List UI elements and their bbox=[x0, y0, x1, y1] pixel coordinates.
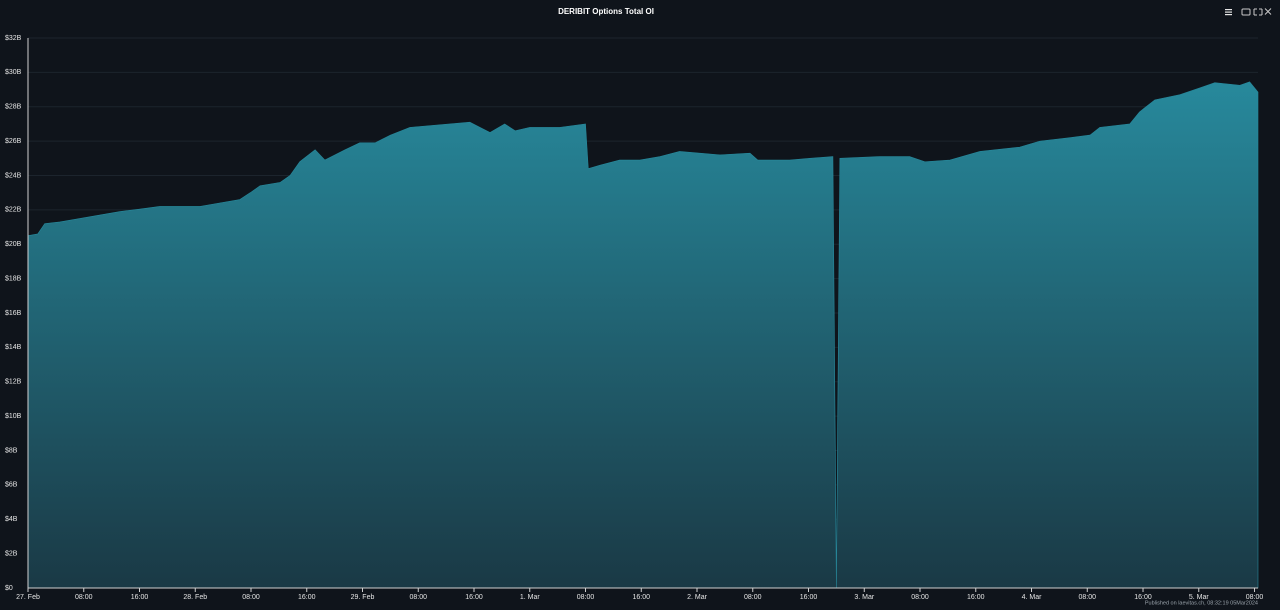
x-tick-label: 08:00 bbox=[409, 594, 427, 601]
y-tick-label: $28B bbox=[5, 104, 22, 111]
y-tick-label: $20B bbox=[5, 241, 22, 248]
y-tick-label: $2B bbox=[5, 550, 18, 557]
menu-icon[interactable] bbox=[1225, 9, 1232, 16]
x-tick-label: 08:00 bbox=[242, 594, 260, 601]
x-tick-label: 16:00 bbox=[632, 594, 650, 601]
area bbox=[27, 81, 1259, 589]
x-tick-label: 4. Mar bbox=[1022, 594, 1043, 601]
y-tick-label: $12B bbox=[5, 379, 22, 386]
x-tick-label: 16:00 bbox=[131, 594, 149, 601]
x-tick-label: 1. Mar bbox=[520, 594, 541, 601]
y-tick-label: $16B bbox=[5, 310, 22, 317]
x-tick-label: 5. Mar bbox=[1189, 594, 1210, 601]
toolbar-icons[interactable] bbox=[1241, 8, 1272, 16]
y-tick-label: $26B bbox=[5, 138, 22, 145]
y-tick-label: $0 bbox=[5, 585, 13, 592]
x-tick-label: 3. Mar bbox=[854, 594, 875, 601]
x-tick-label: 16:00 bbox=[1134, 594, 1152, 601]
y-tick-label: $4B bbox=[5, 516, 18, 523]
x-tick-label: 16:00 bbox=[298, 594, 316, 601]
x-tick-label: 08:00 bbox=[1078, 594, 1096, 601]
x-tick-label: 08:00 bbox=[577, 594, 595, 601]
x-tick-label: 29. Feb bbox=[351, 594, 375, 601]
x-tick-label: 08:00 bbox=[1246, 594, 1264, 601]
x-tick-label: 16:00 bbox=[967, 594, 985, 601]
x-tick-label: 08:00 bbox=[744, 594, 762, 601]
x-tick-label: 27. Feb bbox=[16, 594, 40, 601]
y-tick-label: $6B bbox=[5, 482, 18, 489]
y-tick-label: $24B bbox=[5, 172, 22, 179]
y-tick-label: $22B bbox=[5, 207, 22, 214]
x-tick-label: 28. Feb bbox=[183, 594, 207, 601]
chart-title: DERIBIT Options Total OI bbox=[558, 7, 654, 16]
y-tick-label: $14B bbox=[5, 344, 22, 351]
y-tick-label: $18B bbox=[5, 275, 22, 282]
x-tick-label: 08:00 bbox=[911, 594, 929, 601]
y-tick-label: $10B bbox=[5, 413, 22, 420]
y-tick-label: $30B bbox=[5, 69, 22, 76]
y-tick-label: $8B bbox=[5, 447, 18, 454]
y-tick-label: $32B bbox=[5, 35, 22, 42]
x-tick-label: 16:00 bbox=[800, 594, 818, 601]
x-tick-label: 16:00 bbox=[465, 594, 483, 601]
footer-credit: Published on laevitas.ch, 08:32:19 05Mar… bbox=[1145, 600, 1258, 606]
x-tick-label: 08:00 bbox=[75, 594, 93, 601]
x-tick-label: 2. Mar bbox=[687, 594, 708, 601]
